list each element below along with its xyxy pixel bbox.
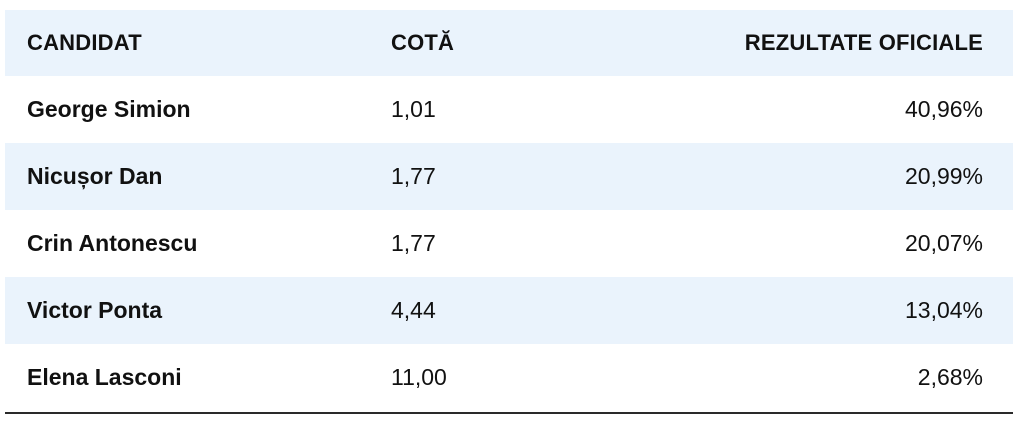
results-table: CANDIDAT COTĂ REZULTATE OFICIALE George …: [5, 10, 1013, 411]
header-odds: COTĂ: [391, 30, 455, 55]
candidate-name: Nicușor Dan: [27, 163, 163, 189]
header-candidate: CANDIDAT: [27, 30, 142, 55]
table-row: Victor Ponta 4,44 13,04%: [5, 277, 1013, 344]
candidate-result: 20,07%: [904, 230, 983, 256]
candidate-name: Crin Antonescu: [27, 230, 198, 256]
candidate-result: 2,68%: [917, 364, 983, 390]
candidate-name: Elena Lasconi: [27, 364, 182, 390]
table-row: George Simion 1,01 40,96%: [5, 76, 1013, 143]
candidate-result: 13,04%: [904, 297, 983, 323]
table-row: Elena Lasconi 11,00 2,68%: [5, 344, 1013, 411]
candidate-name: George Simion: [27, 96, 191, 122]
candidate-odds: 4,44: [391, 297, 436, 323]
candidate-name: Victor Ponta: [27, 297, 163, 323]
candidate-result: 40,96%: [904, 96, 983, 122]
candidate-odds: 1,77: [391, 230, 436, 256]
header-results: REZULTATE OFICIALE: [744, 30, 983, 55]
table-row: Nicușor Dan 1,77 20,99%: [5, 143, 1013, 210]
table-bottom-rule: [5, 412, 1013, 414]
candidate-odds: 11,00: [391, 364, 447, 390]
table-header-row: CANDIDAT COTĂ REZULTATE OFICIALE: [5, 10, 1013, 76]
candidate-odds: 1,01: [391, 96, 436, 122]
candidate-odds: 1,77: [391, 163, 436, 189]
table-row: Crin Antonescu 1,77 20,07%: [5, 210, 1013, 277]
candidate-result: 20,99%: [904, 163, 983, 189]
